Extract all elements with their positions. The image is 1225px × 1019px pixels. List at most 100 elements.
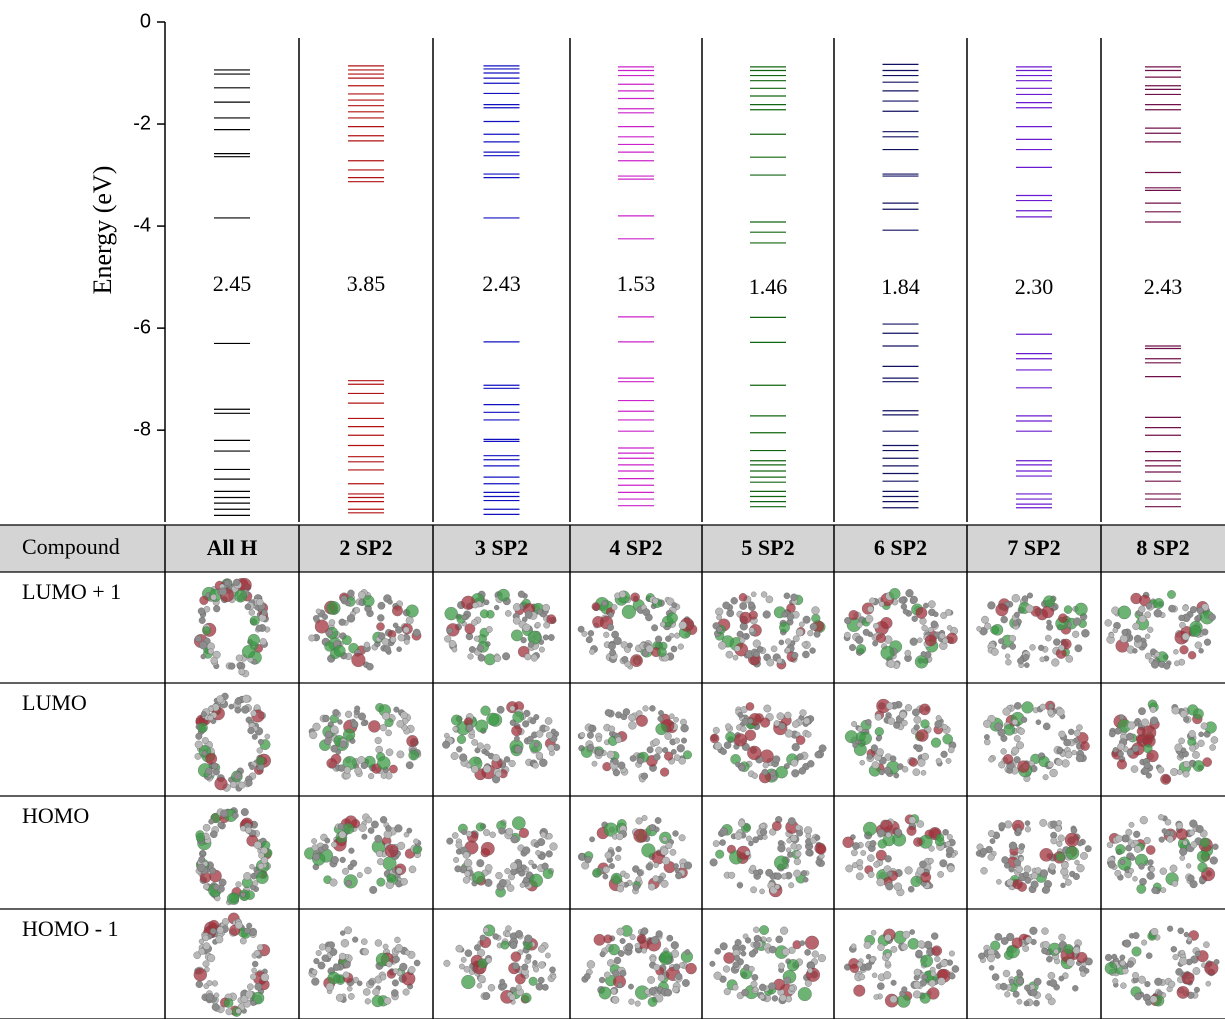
orbital-atom: [753, 987, 758, 992]
orbital-atom: [669, 714, 674, 719]
orbital-atom: [386, 730, 392, 736]
orbital-atom: [799, 622, 804, 627]
orbital-atom: [1072, 750, 1077, 755]
orbital-atom: [1057, 747, 1063, 753]
orbital-atom: [248, 634, 260, 646]
orbital-atom: [376, 850, 383, 857]
orbital-atom: [890, 996, 897, 1003]
orbital-atom: [922, 753, 929, 760]
orbital-atom: [1181, 748, 1186, 753]
orbital-atom: [612, 970, 619, 977]
orbital-atom: [808, 968, 813, 973]
orbital-atom: [205, 768, 212, 775]
orbital-atom: [914, 716, 921, 723]
orbital-atom: [474, 636, 480, 642]
orbital-atom: [545, 717, 552, 724]
orbital-atom: [684, 862, 692, 870]
orbital-atom: [677, 744, 685, 752]
orbital-atom: [888, 718, 895, 725]
orbital-atom: [672, 986, 679, 993]
orbital-atom: [1188, 875, 1195, 882]
orbital-atom: [863, 629, 870, 636]
orbital-atom: [790, 835, 797, 842]
orbital-atom: [1190, 625, 1201, 636]
orbital-atom: [198, 608, 205, 615]
orbital-atom: [942, 724, 948, 730]
orbital-atom: [209, 819, 214, 824]
orbital-atom: [1043, 596, 1055, 608]
orbital-atom: [372, 988, 379, 995]
orbital-atom: [1003, 754, 1013, 764]
orbital-atom: [604, 935, 613, 944]
orbital-atom: [746, 702, 754, 710]
orbital-atom: [901, 987, 907, 993]
orbital-atom: [316, 950, 322, 956]
orbital-atom: [385, 844, 398, 857]
orbital-atom: [715, 608, 723, 616]
orbital-atom: [1134, 846, 1141, 853]
orbital-atom: [999, 822, 1006, 829]
orbital-atom: [463, 852, 470, 859]
orbital-atom: [931, 621, 938, 628]
orbital-atom: [617, 833, 624, 840]
orbital-atom: [1040, 848, 1053, 861]
orbital-atom: [851, 944, 856, 949]
orbital-atom: [1046, 624, 1053, 631]
orbital-atom: [1204, 639, 1211, 646]
orbital-atom: [925, 635, 936, 646]
orbital-atom: [805, 936, 819, 950]
orbital-atom: [201, 654, 206, 659]
orbital-atom: [931, 738, 941, 748]
orbital-atom: [1164, 663, 1171, 670]
orbital-atom: [910, 929, 915, 934]
orbital-atom: [471, 620, 477, 626]
orbital-atom: [791, 594, 798, 601]
orbital-atom: [444, 960, 451, 967]
orbital-atom: [760, 829, 767, 836]
orbital-atom: [1065, 751, 1072, 758]
orbital-atom: [398, 634, 405, 641]
orbital-atom: [778, 844, 786, 852]
orbital-atom: [874, 861, 880, 867]
orbital-atom: [784, 977, 791, 984]
orbital-atom: [1031, 881, 1039, 889]
orbital-atom: [1056, 852, 1065, 861]
orbital-atom: [628, 984, 633, 989]
orbital-atom: [1145, 634, 1150, 639]
orbital-atom: [607, 624, 614, 631]
orbital-atom: [529, 977, 538, 986]
orbital-atom: [513, 712, 524, 723]
orbital-atom: [213, 884, 219, 890]
orbital-atom: [613, 759, 619, 765]
orbital-atom: [605, 709, 612, 716]
orbital-atom: [602, 601, 608, 607]
orbital-atom: [492, 754, 500, 762]
orbital-atom: [774, 720, 780, 726]
orbital-atom: [459, 754, 467, 762]
orbital-atom: [343, 823, 354, 834]
orbital-atom: [733, 962, 739, 968]
orbital-atom: [1118, 606, 1131, 619]
orbital-atom: [611, 873, 622, 884]
orbital-atom: [589, 649, 595, 655]
orbital-atom: [614, 770, 620, 776]
orbital-atom: [646, 863, 653, 870]
orbital-atom: [878, 839, 887, 848]
orbital-atom: [628, 721, 636, 729]
orbital-atom: [1162, 828, 1167, 833]
orbital-atom: [905, 704, 912, 711]
orbital-atom: [1113, 978, 1119, 984]
orbital-atom: [1182, 633, 1189, 640]
orbital-atom: [1180, 710, 1187, 717]
orbital-atom: [1105, 962, 1117, 974]
orbital-atom: [1197, 851, 1209, 863]
orbital-atom: [876, 633, 886, 643]
orbital-atom: [795, 825, 801, 831]
orbital-atom: [543, 869, 553, 879]
orbital-atom: [748, 841, 753, 846]
orbital-atom: [714, 742, 722, 750]
orbital-atom: [248, 727, 255, 734]
orbital-atom: [710, 859, 718, 867]
orbital-atom: [792, 721, 799, 728]
orbital-atom: [484, 600, 489, 605]
